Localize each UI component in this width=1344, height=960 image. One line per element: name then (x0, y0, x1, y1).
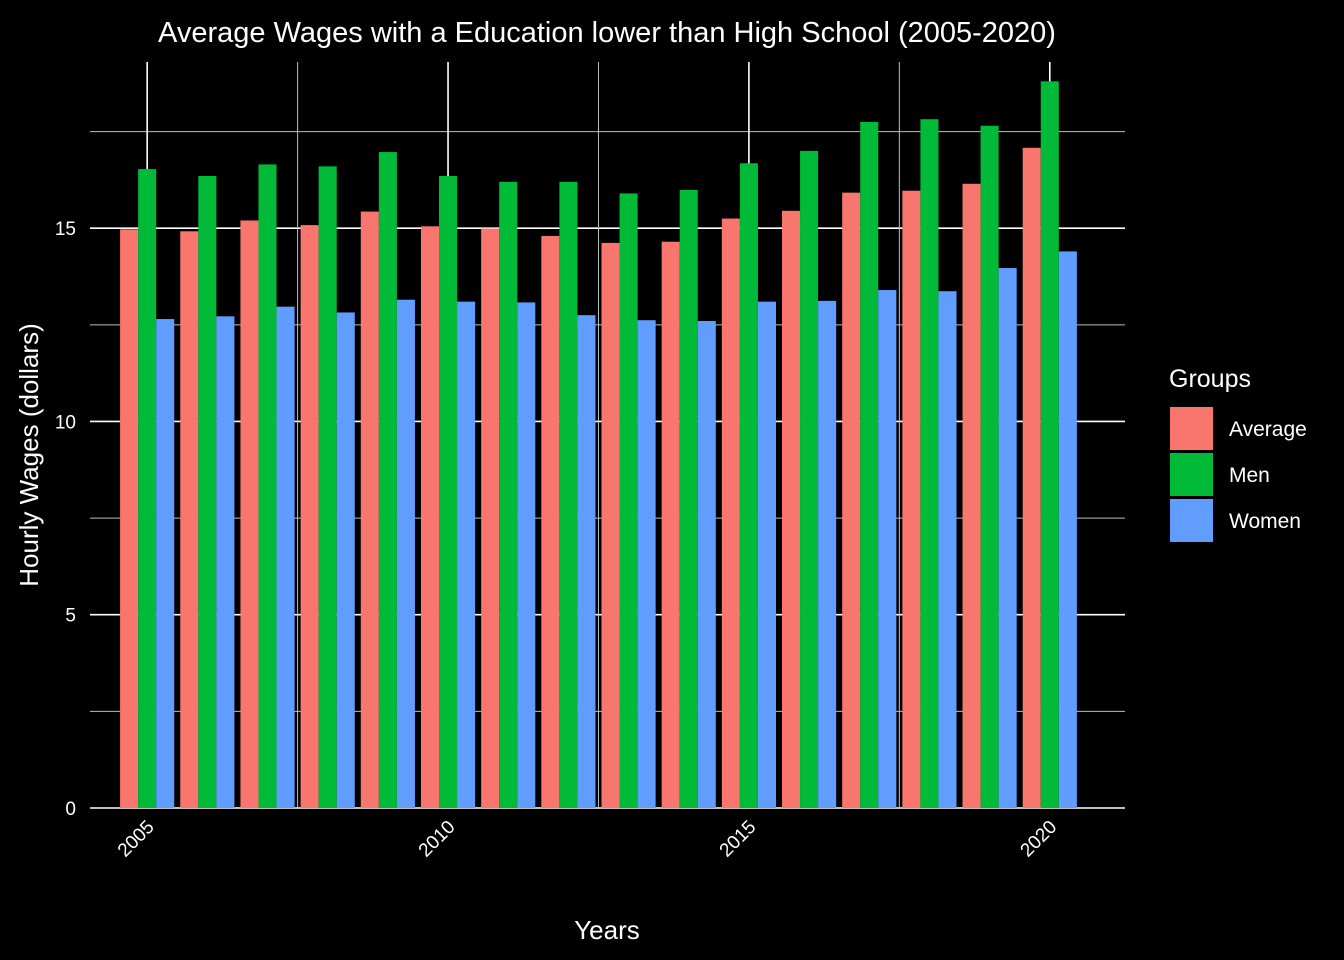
bar-men-2016 (800, 150, 819, 808)
bar-women-2011 (517, 302, 536, 808)
bar-women-2013 (637, 320, 656, 808)
bar-women-2008 (336, 312, 355, 808)
bar-women-2015 (757, 301, 776, 808)
bar-average-2017 (842, 192, 861, 809)
bar-men-2006 (198, 176, 217, 809)
bars (120, 81, 1077, 809)
bar-men-2013 (619, 193, 638, 809)
y-tick-label: 0 (65, 799, 76, 820)
legend-swatch-average (1170, 407, 1213, 450)
legend-label-average: Average (1229, 418, 1307, 441)
bar-women-2018 (938, 291, 957, 808)
bar-average-2013 (601, 242, 620, 809)
bar-average-2020 (1022, 147, 1041, 808)
bar-men-2018 (920, 119, 939, 808)
bar-men-2009 (378, 152, 397, 808)
bar-average-2018 (902, 190, 921, 808)
bar-women-2012 (577, 315, 596, 808)
legend-swatch-men (1170, 453, 1213, 496)
legend: Groups Average Men Women (1169, 365, 1307, 542)
bar-men-2010 (439, 176, 458, 809)
bar-men-2017 (860, 121, 879, 808)
legend-label-women: Women (1229, 510, 1301, 533)
bar-men-2008 (318, 166, 337, 809)
bar-women-2017 (878, 290, 897, 808)
bar-women-2020 (1058, 251, 1077, 809)
bar-average-2016 (782, 210, 801, 808)
legend-title: Groups (1169, 365, 1251, 393)
bar-average-2014 (661, 241, 680, 809)
x-axis-label: Years (574, 915, 640, 945)
bar-women-2014 (697, 320, 716, 808)
legend-items: Average Men Women (1170, 407, 1307, 542)
bar-average-2007 (240, 220, 259, 808)
bar-average-2009 (360, 211, 379, 808)
bar-men-2020 (1040, 81, 1059, 809)
bar-average-2005 (120, 229, 139, 809)
bar-average-2011 (481, 228, 500, 809)
chart-title: Average Wages with a Education lower tha… (158, 17, 1056, 49)
legend-swatch-women (1170, 499, 1213, 542)
bar-men-2007 (258, 164, 277, 808)
bar-average-2015 (721, 218, 740, 808)
bar-average-2012 (541, 235, 560, 809)
y-tick-label: 10 (55, 412, 76, 433)
bar-average-2008 (300, 225, 319, 809)
bar-men-2012 (559, 181, 578, 808)
bar-women-2019 (998, 268, 1017, 809)
bar-women-2006 (216, 316, 235, 808)
bar-women-2009 (396, 299, 415, 808)
bar-men-2011 (499, 181, 518, 808)
y-tick-label: 5 (65, 606, 76, 627)
bar-women-2010 (457, 301, 476, 808)
y-axis-ticks: 0 5 10 15 (55, 219, 76, 820)
bar-average-2010 (420, 226, 440, 809)
bar-women-2016 (818, 300, 837, 808)
bar-average-2019 (962, 183, 981, 808)
bar-average-2006 (180, 231, 199, 808)
bar-women-2007 (276, 306, 295, 808)
bar-men-2005 (138, 169, 157, 809)
bar-men-2014 (679, 189, 698, 809)
bar-women-2005 (156, 319, 175, 808)
bar-men-2019 (980, 125, 999, 808)
y-tick-label: 15 (55, 219, 76, 240)
legend-label-men: Men (1229, 464, 1270, 487)
y-axis-label: Hourly Wages (dollars) (14, 323, 44, 586)
bar-men-2015 (739, 163, 758, 809)
